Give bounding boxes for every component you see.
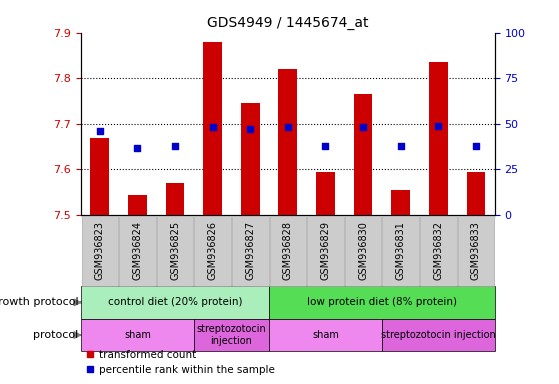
Bar xyxy=(128,195,147,215)
Text: streptozotocin
injection: streptozotocin injection xyxy=(197,324,266,346)
Text: sham: sham xyxy=(312,330,339,340)
Text: GSM936833: GSM936833 xyxy=(471,221,481,280)
Text: GSM936827: GSM936827 xyxy=(245,221,255,280)
Text: GSM936825: GSM936825 xyxy=(170,221,180,280)
Bar xyxy=(354,94,372,215)
Text: GSM936829: GSM936829 xyxy=(320,221,330,280)
Text: GSM936831: GSM936831 xyxy=(396,221,406,280)
Bar xyxy=(165,183,184,215)
Text: sham: sham xyxy=(124,330,151,340)
Bar xyxy=(278,69,297,215)
Bar xyxy=(203,42,222,215)
Text: GSM936824: GSM936824 xyxy=(132,221,143,280)
Text: low protein diet (8% protein): low protein diet (8% protein) xyxy=(307,297,457,308)
Point xyxy=(208,124,217,131)
Text: control diet (20% protein): control diet (20% protein) xyxy=(108,297,242,308)
Text: streptozotocin injection: streptozotocin injection xyxy=(381,330,496,340)
Text: growth protocol: growth protocol xyxy=(0,297,78,308)
Point xyxy=(321,142,330,149)
Title: GDS4949 / 1445674_at: GDS4949 / 1445674_at xyxy=(207,16,368,30)
Text: GSM936826: GSM936826 xyxy=(208,221,217,280)
Point xyxy=(133,144,142,151)
Text: GSM936823: GSM936823 xyxy=(95,221,105,280)
Text: GSM936832: GSM936832 xyxy=(433,221,443,280)
Point xyxy=(246,126,255,132)
Point xyxy=(359,124,368,131)
Point xyxy=(396,142,405,149)
Bar xyxy=(429,62,448,215)
Bar xyxy=(241,103,260,215)
Bar xyxy=(91,137,109,215)
Text: GSM936830: GSM936830 xyxy=(358,221,368,280)
Text: GSM936828: GSM936828 xyxy=(283,221,293,280)
Legend: transformed count, percentile rank within the sample: transformed count, percentile rank withi… xyxy=(86,350,274,375)
Point xyxy=(170,142,179,149)
Bar xyxy=(391,190,410,215)
Point xyxy=(283,124,292,131)
Bar xyxy=(316,172,335,215)
Text: protocol: protocol xyxy=(33,330,78,340)
Point xyxy=(434,122,443,129)
Point xyxy=(471,142,480,149)
Point xyxy=(96,128,105,134)
Bar xyxy=(467,172,485,215)
